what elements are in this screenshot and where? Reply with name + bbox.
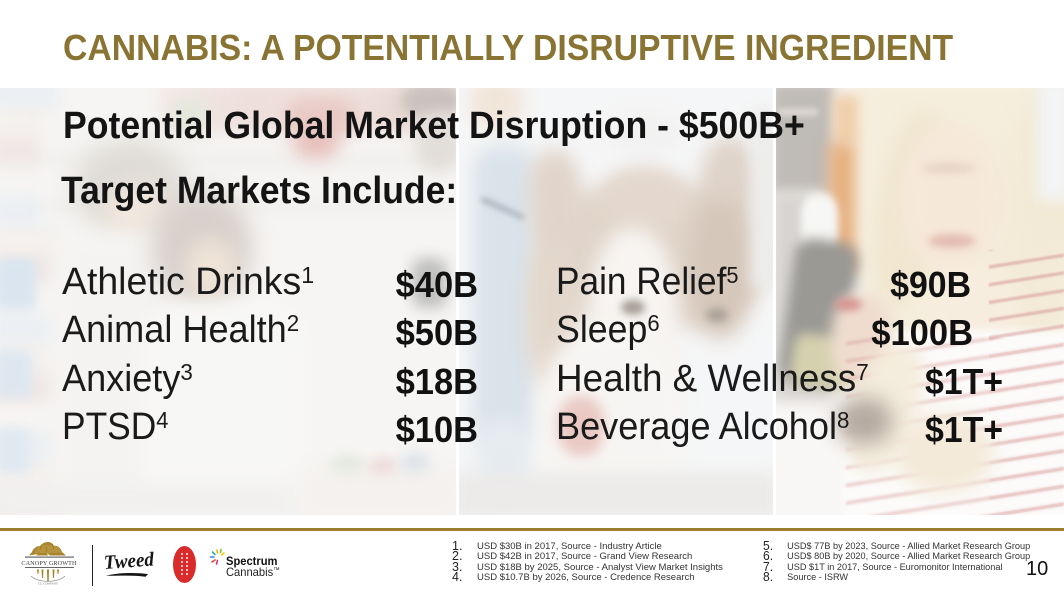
- svg-text:LG. COMPANY: LG. COMPANY: [38, 582, 59, 586]
- svg-text:CANOPY GROWTH: CANOPY GROWTH: [21, 560, 77, 567]
